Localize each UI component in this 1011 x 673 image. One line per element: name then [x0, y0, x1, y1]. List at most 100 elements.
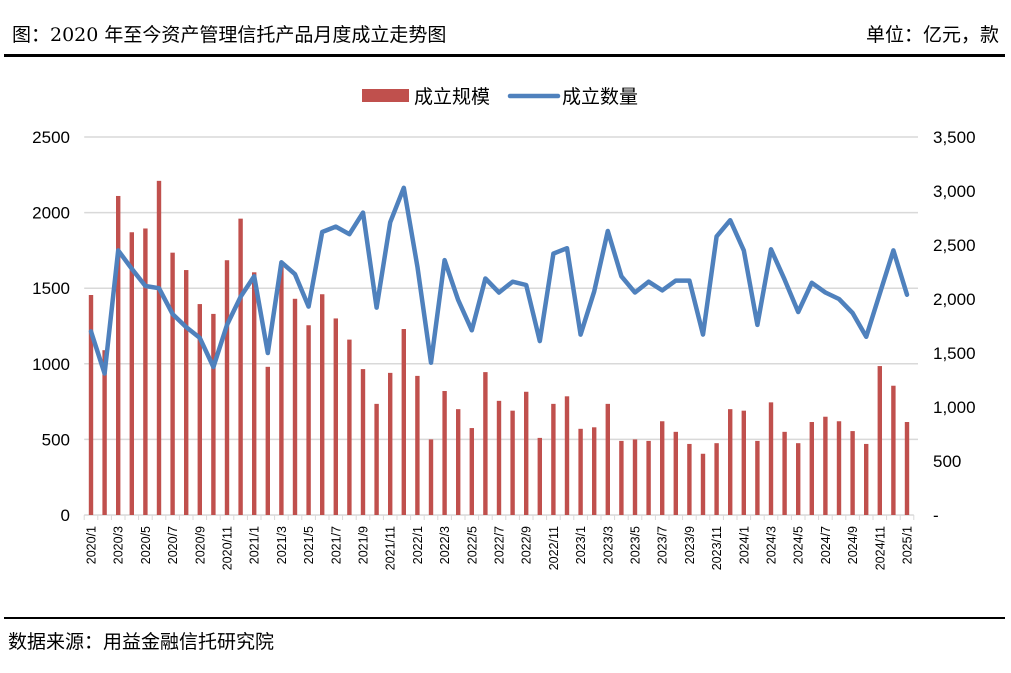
bar-2021/8 [347, 339, 352, 515]
bar-2024/1 [741, 410, 746, 515]
bar-2023/3 [605, 403, 610, 515]
x-axis-tick-label: 2024/5 [792, 526, 806, 564]
x-axis-tick-label: 2021/1 [248, 526, 262, 564]
left-axis-tick-label: 500 [42, 430, 70, 449]
bar-2022/12 [564, 396, 570, 515]
right-axis-tick-label: 3,500 [933, 128, 976, 147]
left-axis-tick-label: 2500 [32, 128, 70, 147]
bar-2024/12 [891, 385, 896, 515]
bar-2021/6 [320, 294, 325, 515]
x-axis-tick-label: 2020/7 [166, 526, 180, 564]
bar-2022/11 [551, 403, 556, 515]
bar-2022/5 [469, 428, 474, 515]
x-axis-tick-label: 2022/3 [438, 526, 452, 564]
bar-2020/5 [143, 228, 148, 515]
x-axis-tick-label: 2024/1 [737, 526, 751, 564]
unit-label: 单位：亿元，款 [865, 24, 999, 46]
bar-2020/7 [170, 252, 175, 515]
x-axis-tick-label: 2023/5 [629, 526, 643, 564]
x-axis-tick-label: 2020/9 [193, 526, 207, 564]
bar-2021/5 [306, 325, 311, 515]
x-axis-tick-label: 2023/1 [574, 526, 588, 564]
x-axis-tick-label: 2024/9 [846, 526, 860, 564]
bar-2021/7 [333, 318, 338, 515]
x-axis-tick-label: 2021/7 [329, 526, 343, 564]
bar-2023/6 [646, 440, 651, 515]
legend-swatch-bar [362, 89, 409, 102]
bar-2022/3 [442, 391, 447, 515]
bar-2022/1 [415, 375, 420, 515]
x-axis-tick-label: 2024/7 [819, 526, 833, 564]
legend-label-bar: 成立规模 [414, 86, 490, 108]
x-axis-tick-label: 2022/11 [547, 526, 561, 570]
bar-2020/2 [102, 350, 107, 515]
x-axis-tick-label: 2023/11 [710, 526, 724, 570]
bar-2023/10 [700, 453, 706, 515]
bar-2022/7 [496, 400, 502, 515]
bar-2024/9 [850, 431, 855, 515]
right-axis-tick-label: 2,000 [933, 290, 976, 309]
x-axis-tick-label: 2020/3 [112, 526, 126, 564]
bar-2020/12 [238, 218, 243, 515]
source-note: 数据来源：用益金融信托研究院 [8, 631, 275, 653]
x-axis-tick-label: 2022/5 [465, 526, 479, 564]
x-axis-tick-label: 2024/3 [765, 526, 779, 564]
x-axis-tick-label: 2022/1 [411, 526, 425, 564]
left-axis-tick-label: 1000 [32, 355, 70, 374]
right-axis-tick-label: 3,000 [933, 182, 976, 201]
x-axis-tick-label: 2023/9 [683, 526, 697, 564]
x-axis-tick-label: 2020/1 [85, 526, 99, 564]
bar-2024/5 [796, 443, 801, 515]
x-axis-tick-label: 2021/5 [302, 526, 316, 564]
bar-2025/1 [904, 422, 910, 515]
bar-2024/8 [836, 421, 842, 515]
bar-2022/2 [428, 439, 434, 515]
footer-rule [4, 617, 1005, 619]
bar-2021/1 [252, 272, 257, 515]
bar-2024/11 [877, 366, 882, 515]
right-axis-tick-label: - [933, 506, 939, 525]
x-axis-tick-label: 2023/3 [601, 526, 615, 564]
bar-2020/6 [156, 180, 162, 515]
bar-2022/6 [483, 372, 488, 515]
bar-2020/11 [224, 260, 230, 515]
x-axis-tick-label: 2020/5 [139, 526, 153, 564]
bar-2020/4 [129, 232, 134, 516]
bar-2020/10 [211, 313, 216, 515]
bar-2024/3 [768, 402, 774, 515]
bar-2020/1 [88, 295, 94, 515]
bar-2022/4 [456, 409, 461, 515]
bar-2024/4 [782, 431, 787, 515]
bar-2023/1 [578, 428, 583, 515]
bar-2021/12 [401, 329, 406, 515]
bar-2023/5 [632, 439, 638, 515]
bar-2024/2 [755, 440, 760, 515]
bar-2020/9 [197, 304, 202, 515]
bar-2024/10 [864, 443, 869, 515]
bar-2023/8 [673, 431, 678, 515]
bar-2022/9 [524, 391, 529, 515]
bar-2021/2 [265, 366, 270, 515]
bar-2021/3 [279, 267, 284, 515]
x-axis-tick-label: 2023/7 [656, 526, 670, 564]
x-axis-tick-label: 2022/9 [520, 526, 534, 564]
x-axis-tick-label: 2021/3 [275, 526, 289, 564]
x-axis-tick-label: 2025/1 [901, 526, 915, 564]
bar-2022/8 [510, 410, 515, 515]
x-axis-tick-label: 2020/11 [221, 526, 235, 570]
bar-2022/10 [537, 437, 542, 515]
x-axis-tick-label: 2022/7 [493, 526, 507, 564]
bar-2021/10 [374, 403, 379, 515]
bar-2023/11 [714, 443, 719, 515]
bar-2023/2 [592, 427, 597, 515]
title-rule [4, 54, 1005, 57]
x-axis-tick-label: 2024/11 [873, 526, 887, 570]
bar-2021/4 [292, 298, 298, 515]
bar-2024/7 [823, 416, 828, 515]
right-axis-tick-label: 500 [933, 452, 961, 471]
bar-2023/9 [687, 443, 692, 515]
left-axis-tick-label: 0 [61, 506, 70, 525]
chart-title: 图：2020 年至今资产管理信托产品月度成立走势图 [12, 24, 447, 46]
x-axis-tick-label: 2021/9 [357, 526, 371, 564]
